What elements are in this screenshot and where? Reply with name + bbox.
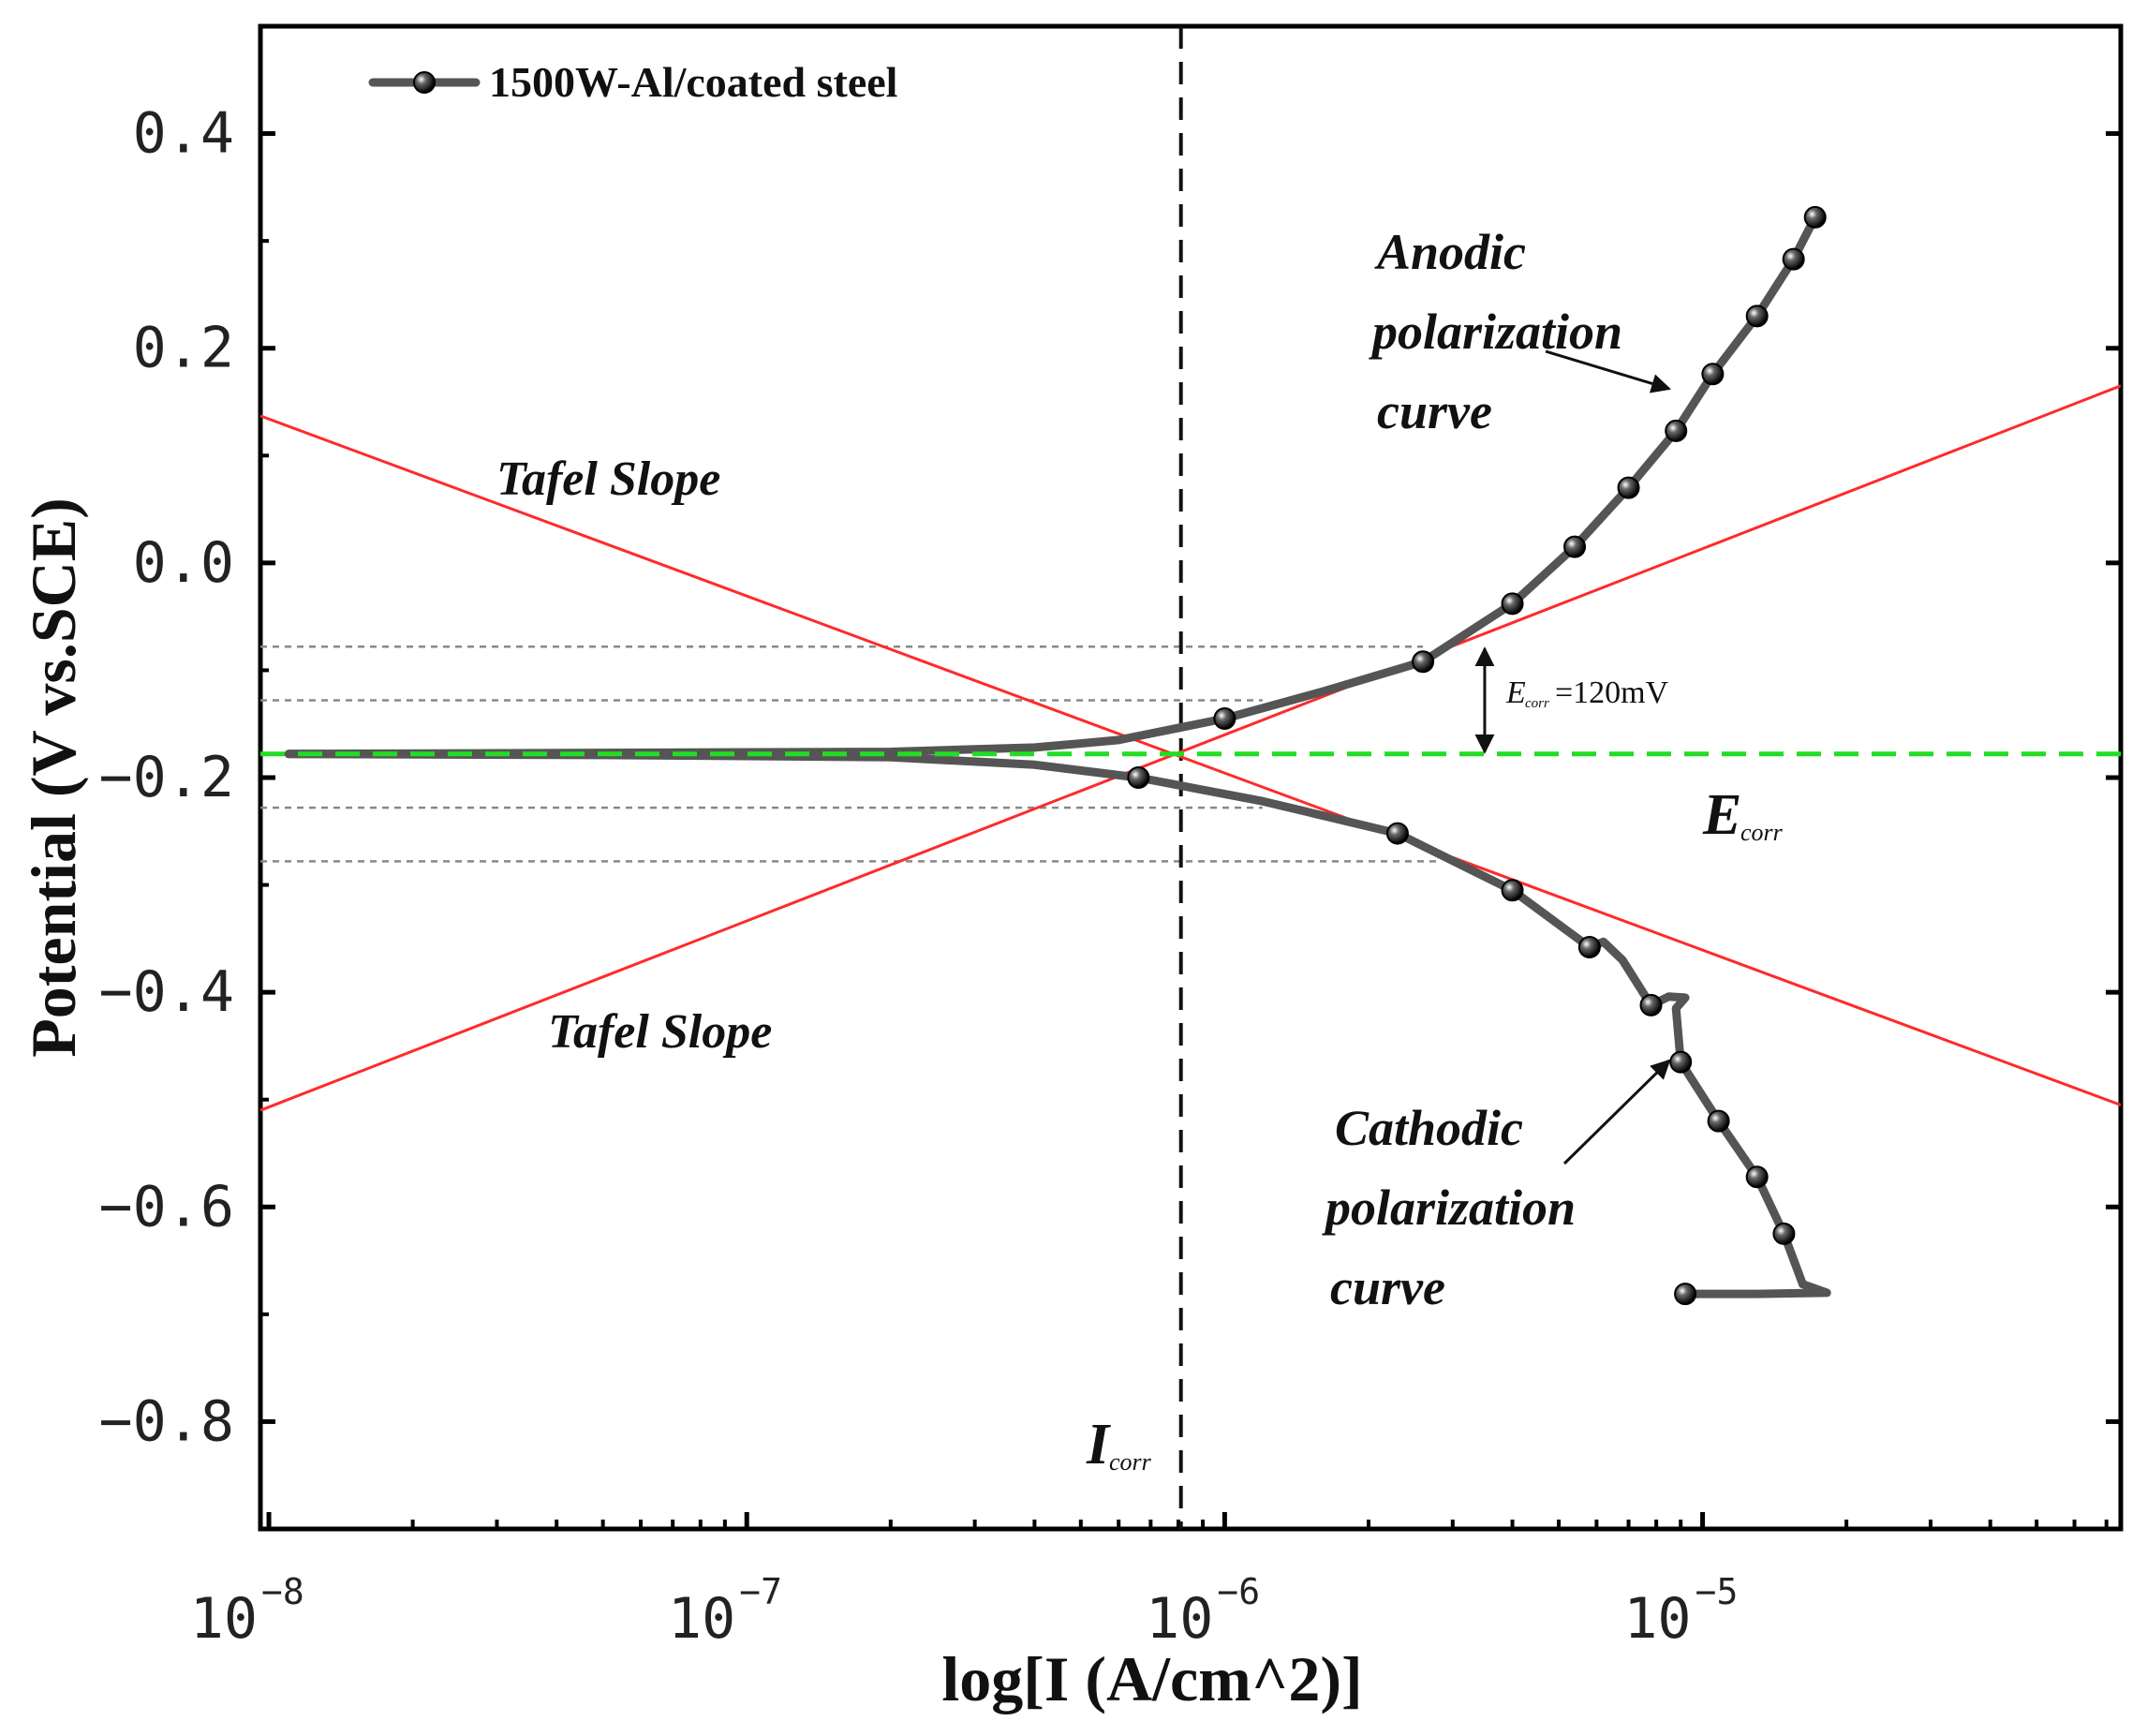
x-tick-exponent: −8	[261, 1571, 304, 1612]
anodic-curve-line	[284, 213, 1820, 759]
cathodic-tafel-line	[260, 414, 2121, 1106]
x-tick-base: 10	[668, 1586, 735, 1652]
y-axis-title: Potential (V vs.SCE)	[18, 497, 89, 1058]
cathodic-data-point	[1772, 1222, 1796, 1245]
curve-markers	[1127, 205, 1827, 1306]
anodic-data-point	[1501, 592, 1524, 616]
cathodic-label-line2: polarization	[1322, 1180, 1576, 1236]
anodic-data-point	[1412, 650, 1435, 674]
guide-lines	[260, 26, 1439, 1529]
cathodic-data-point	[1674, 1283, 1697, 1306]
cathodic-pointer-arrow	[1562, 1059, 1671, 1165]
ecorr-label: E corr	[1702, 783, 1784, 847]
x-tick-base: 10	[1146, 1586, 1213, 1652]
tafel-slope-upper-label: Tafel Slope	[496, 453, 720, 506]
x-tick-exponent: −6	[1217, 1571, 1260, 1612]
y-tick-label: 0.0	[133, 530, 234, 596]
x-tick-base: 10	[1623, 1586, 1691, 1652]
cathodic-label-line3: curve	[1330, 1259, 1445, 1315]
y-axis-ticks: 0.4 0.2 0.0 −0.2 −0.4 −0.6 −0.8	[99, 24, 2121, 1531]
cathodic-label: Cathodic polarization curve	[1322, 1100, 1576, 1315]
anodic-label-line3: curve	[1377, 383, 1492, 439]
anodic-data-point	[1213, 706, 1236, 730]
y-tick-label: −0.6	[99, 1174, 235, 1239]
cathodic-label-line1: Cathodic	[1335, 1100, 1523, 1156]
anodic-data-point	[1782, 247, 1805, 271]
delta-ecorr-value: =120mV	[1555, 675, 1669, 710]
x-axis-ticks: 10 −8 10 −7 10 −6 10 −5	[190, 1512, 2109, 1652]
icorr-label-main: I	[1086, 1413, 1111, 1476]
ecorr-label-sub: corr	[1740, 819, 1784, 846]
cathodic-curve-line	[284, 749, 1831, 1298]
anodic-data-point	[1803, 205, 1827, 229]
plot-frame	[258, 23, 2124, 1532]
tafel-lines	[260, 384, 2121, 1112]
cathodic-data-point	[1501, 879, 1524, 902]
legend-marker-sample	[413, 71, 436, 94]
x-tick-base: 10	[190, 1586, 258, 1652]
cathodic-data-point	[1707, 1109, 1730, 1133]
x-axis-title: log[I (A/cm^2)]	[941, 1643, 1362, 1714]
anodic-data-point	[1701, 363, 1725, 386]
anodic-label-line1: Anodic	[1374, 224, 1526, 280]
y-tick-label: 0.2	[133, 316, 234, 381]
cathodic-data-point	[1577, 936, 1601, 959]
cathodic-data-point	[1745, 1165, 1769, 1189]
delta-ecorr-main: E	[1505, 675, 1526, 710]
legend: 1500W-Al/coated steel	[368, 58, 897, 106]
y-tick-label: −0.8	[99, 1388, 235, 1454]
anodic-tafel-line	[260, 384, 2121, 1112]
anodic-label: Anodic polarization curve	[1369, 224, 1622, 439]
legend-label: 1500W-Al/coated steel	[489, 58, 897, 106]
y-tick-label: −0.4	[99, 959, 235, 1025]
y-tick-label: −0.2	[99, 745, 235, 810]
cathodic-data-point	[1669, 1050, 1693, 1074]
anodic-data-point	[1665, 419, 1688, 442]
icorr-label-sub: corr	[1109, 1448, 1152, 1476]
cathodic-data-point	[1639, 993, 1663, 1016]
ecorr-label-main: E	[1702, 783, 1741, 847]
delta-ecorr-label: E corr =120mV	[1505, 675, 1669, 711]
anodic-data-point	[1617, 476, 1640, 499]
tafel-slope-lower-label: Tafel Slope	[548, 1005, 772, 1059]
anodic-data-point	[1745, 304, 1769, 328]
icorr-label: I corr	[1086, 1413, 1152, 1476]
x-tick-exponent: −5	[1695, 1571, 1739, 1612]
anodic-data-point	[1563, 535, 1587, 558]
y-tick-label: 0.4	[133, 101, 234, 167]
x-tick-exponent: −7	[739, 1571, 782, 1612]
anodic-label-line2: polarization	[1369, 304, 1622, 360]
delta-ecorr-sub: corr	[1525, 696, 1549, 711]
polarization-curves	[260, 213, 2121, 1298]
cathodic-data-point	[1385, 822, 1409, 845]
cathodic-data-point	[1127, 766, 1150, 789]
anodic-pointer-arrow	[1545, 349, 1672, 393]
